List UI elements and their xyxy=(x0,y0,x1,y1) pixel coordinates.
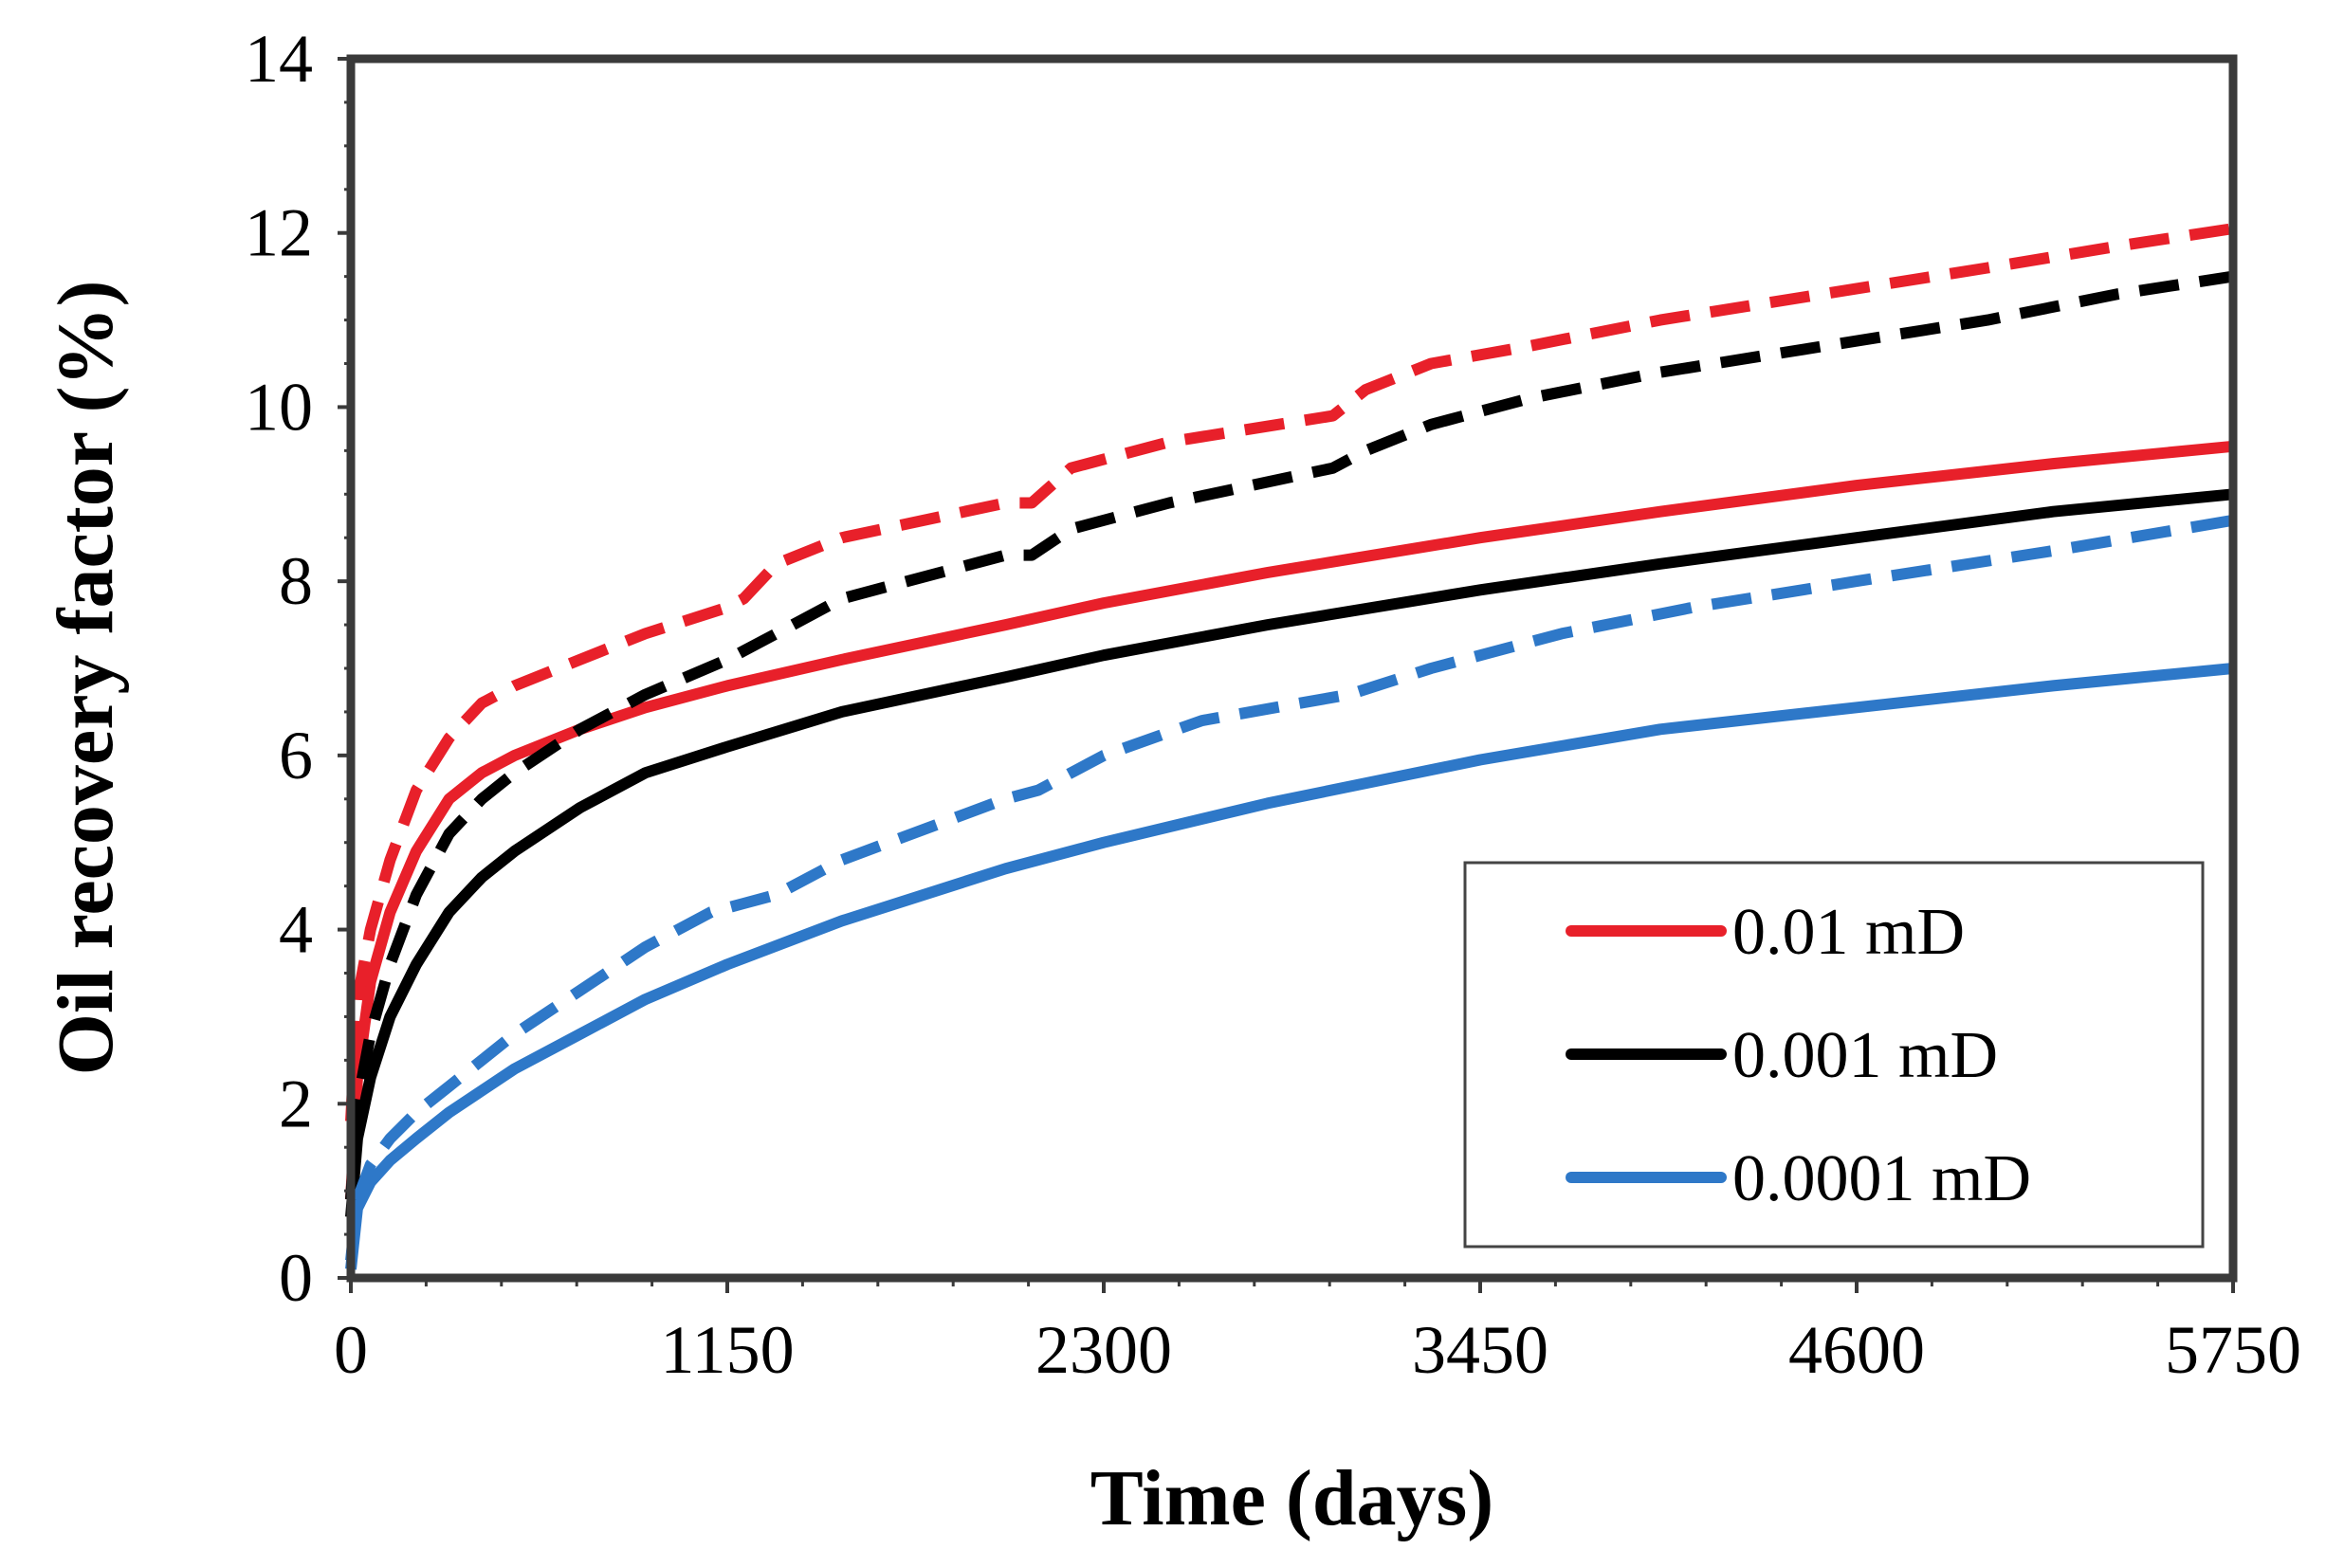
x-axis-title: Time (days) xyxy=(1090,1454,1493,1542)
y-tick-label-12: 12 xyxy=(245,195,313,271)
y-tick-label-6: 6 xyxy=(279,718,313,793)
y-tick-label-2: 2 xyxy=(279,1066,313,1141)
ticks-layer xyxy=(338,57,2235,1293)
y-tick-label-8: 8 xyxy=(279,543,313,619)
x-tick-label-5750: 5750 xyxy=(2165,1312,2301,1388)
y-tick-label-0: 0 xyxy=(279,1240,313,1316)
legend: 0.01 mD 0.001 mD 0.0001 mD xyxy=(1463,861,2205,1249)
y-tick-label-14: 14 xyxy=(245,21,313,97)
y-tick-label-4: 4 xyxy=(279,892,313,968)
series-line-0-0001-md-dashed xyxy=(345,514,2235,1262)
y-tick-label-10: 10 xyxy=(245,369,313,445)
series-line-0-01-md xyxy=(345,440,2234,1200)
x-tick-label-3450: 3450 xyxy=(1412,1312,1548,1388)
series-line-0-001-md-dashed xyxy=(345,270,2234,1200)
legend-label-0-0001-md: 0.0001 mD xyxy=(1732,1142,2031,1215)
tick-labels-layer: 0 2 4 6 8 10 12 14 0 1150 2300 3450 4600 5750 xyxy=(245,21,2301,1388)
series-line-0-0001-md xyxy=(345,663,2234,1270)
x-tick-label-4600: 4600 xyxy=(1788,1312,1925,1388)
series-layer xyxy=(345,223,2235,1270)
legend-label-0-001-md: 0.001 mD xyxy=(1732,1019,1998,1092)
x-tick-label-1150: 1150 xyxy=(660,1312,794,1388)
series-line-0-001-md xyxy=(345,488,2234,1218)
x-tick-label-0: 0 xyxy=(334,1312,368,1388)
series-line-0-01-md-dashed xyxy=(345,223,2234,1122)
y-axis-title: Oil recovery factor (%) xyxy=(42,281,130,1076)
x-tick-label-2300: 2300 xyxy=(1035,1312,1172,1388)
legend-label-0-01-md: 0.01 mD xyxy=(1732,896,1965,969)
